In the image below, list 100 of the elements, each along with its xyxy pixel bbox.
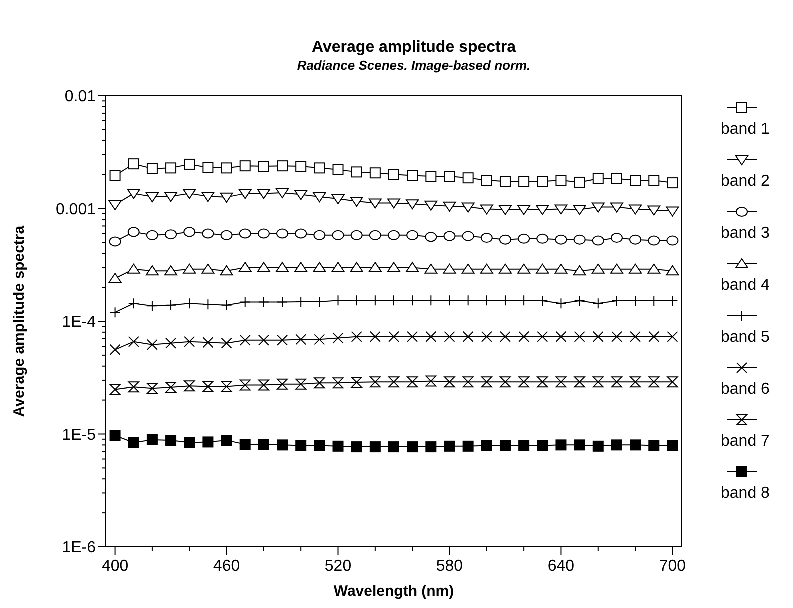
point bbox=[239, 228, 252, 239]
point bbox=[202, 264, 215, 274]
point bbox=[537, 176, 548, 188]
point bbox=[667, 440, 678, 452]
point bbox=[481, 376, 492, 388]
point bbox=[630, 440, 642, 451]
point bbox=[332, 194, 345, 205]
point bbox=[166, 338, 177, 349]
point bbox=[277, 440, 288, 451]
point bbox=[221, 162, 232, 174]
point bbox=[257, 189, 270, 200]
point bbox=[462, 376, 474, 388]
point bbox=[314, 230, 326, 240]
point bbox=[592, 376, 604, 388]
point bbox=[184, 158, 196, 170]
point bbox=[294, 190, 308, 200]
point bbox=[240, 334, 251, 346]
legend-label: band 1 bbox=[721, 121, 770, 138]
point bbox=[370, 376, 381, 388]
point bbox=[554, 204, 568, 215]
point bbox=[611, 173, 622, 184]
point bbox=[610, 233, 623, 244]
point bbox=[407, 376, 418, 388]
point bbox=[351, 331, 362, 342]
point bbox=[518, 376, 530, 388]
chart-title: Average amplitude spectra bbox=[312, 39, 516, 56]
point bbox=[406, 230, 419, 240]
point bbox=[500, 331, 511, 342]
point bbox=[424, 200, 438, 211]
point bbox=[388, 376, 400, 388]
point bbox=[592, 440, 604, 452]
point bbox=[184, 227, 196, 238]
point bbox=[537, 376, 548, 388]
point bbox=[388, 230, 400, 240]
point bbox=[574, 234, 586, 245]
point bbox=[462, 440, 474, 452]
point bbox=[313, 192, 326, 203]
point bbox=[629, 204, 642, 215]
point bbox=[481, 331, 492, 342]
point bbox=[426, 376, 437, 387]
point bbox=[110, 307, 121, 318]
point bbox=[537, 331, 548, 342]
point bbox=[202, 228, 214, 239]
point bbox=[146, 163, 158, 174]
point bbox=[462, 202, 475, 213]
point bbox=[332, 230, 344, 240]
point bbox=[110, 170, 121, 182]
point bbox=[332, 378, 344, 389]
point bbox=[630, 331, 642, 342]
point bbox=[648, 264, 661, 274]
point bbox=[165, 230, 178, 240]
point bbox=[648, 236, 660, 246]
point bbox=[202, 162, 214, 174]
y-tick-label: 1E-5 bbox=[62, 426, 96, 444]
point bbox=[462, 331, 474, 342]
point bbox=[146, 192, 159, 203]
point bbox=[370, 442, 381, 453]
point bbox=[629, 264, 642, 274]
point bbox=[444, 331, 456, 342]
point bbox=[350, 230, 363, 240]
point bbox=[518, 234, 530, 244]
chart-subtitle: Radiance Scenes. Image-based norm. bbox=[297, 58, 531, 73]
point bbox=[481, 175, 492, 186]
y-tick-label: 1E-4 bbox=[62, 314, 96, 332]
x-axis-title: Wavelength (nm) bbox=[334, 583, 454, 600]
point bbox=[518, 440, 530, 452]
point bbox=[648, 331, 660, 342]
point bbox=[314, 378, 326, 389]
point bbox=[630, 175, 642, 186]
point bbox=[556, 175, 567, 186]
point bbox=[518, 264, 531, 274]
point bbox=[444, 440, 456, 452]
point bbox=[424, 264, 438, 274]
y-tick-label: 0.001 bbox=[56, 201, 96, 218]
point bbox=[667, 178, 678, 189]
point bbox=[258, 334, 270, 346]
point bbox=[202, 381, 214, 392]
point bbox=[332, 164, 344, 176]
point bbox=[369, 230, 382, 240]
point bbox=[351, 442, 362, 453]
point bbox=[388, 262, 400, 272]
legend-label: band 6 bbox=[721, 381, 770, 398]
point bbox=[480, 204, 494, 215]
point bbox=[128, 437, 140, 448]
x-tick-label: 580 bbox=[436, 558, 464, 575]
point bbox=[500, 440, 511, 452]
point bbox=[611, 376, 622, 388]
point bbox=[313, 262, 326, 272]
point bbox=[556, 331, 567, 342]
point bbox=[592, 236, 604, 246]
point bbox=[426, 331, 437, 342]
point bbox=[443, 264, 456, 274]
point bbox=[146, 266, 159, 276]
point bbox=[351, 166, 362, 178]
point bbox=[277, 334, 288, 346]
point bbox=[480, 233, 493, 244]
legend-label: band 3 bbox=[721, 225, 770, 242]
point bbox=[370, 168, 381, 179]
point bbox=[276, 262, 290, 272]
point bbox=[518, 205, 531, 216]
